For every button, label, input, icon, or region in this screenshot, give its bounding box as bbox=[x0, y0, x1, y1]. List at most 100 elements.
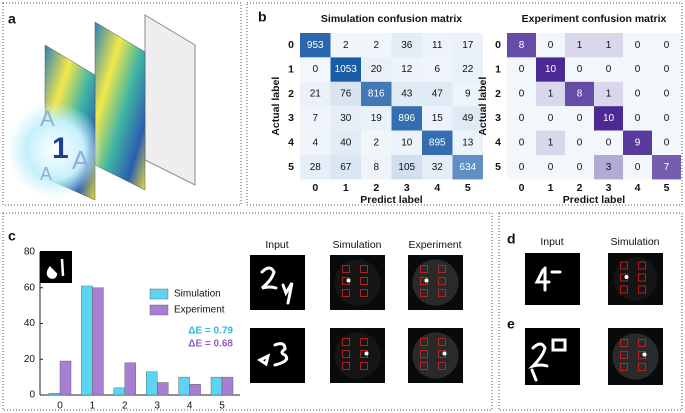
cell bbox=[300, 106, 331, 131]
cell-label: 0 bbox=[606, 64, 612, 75]
speckle bbox=[334, 259, 381, 306]
x-tick-label: 4 bbox=[187, 401, 193, 412]
phase-mask bbox=[94, 21, 146, 191]
cell-label: 0 bbox=[664, 40, 670, 51]
cell-label: 10 bbox=[401, 137, 413, 148]
spot bbox=[364, 351, 369, 356]
cell-label: 0 bbox=[577, 64, 583, 75]
cell-label: 15 bbox=[432, 113, 444, 124]
detector bbox=[638, 285, 646, 294]
cell bbox=[452, 155, 483, 180]
glyph: A bbox=[40, 164, 52, 184]
cell-label: 22 bbox=[462, 64, 474, 75]
cell bbox=[565, 106, 594, 131]
cell bbox=[452, 33, 483, 58]
cell bbox=[361, 130, 392, 155]
detector bbox=[620, 351, 628, 359]
cell-label: 49 bbox=[462, 113, 474, 124]
cell bbox=[623, 106, 652, 131]
cell bbox=[452, 130, 483, 155]
cell bbox=[565, 130, 594, 155]
screen bbox=[144, 14, 196, 186]
cell-label: 0 bbox=[577, 113, 583, 124]
panel-label: b bbox=[258, 9, 267, 25]
cell-label: 0 bbox=[635, 162, 641, 173]
x-tick-label: 1 bbox=[90, 401, 96, 412]
cell bbox=[623, 81, 652, 107]
cell-label: 7 bbox=[312, 113, 318, 124]
y-tick-label: 20 bbox=[24, 354, 36, 365]
cell bbox=[536, 130, 565, 155]
speckle bbox=[412, 332, 459, 379]
cell bbox=[361, 81, 392, 107]
cell-label: 2 bbox=[343, 40, 349, 51]
cell-label: 0 bbox=[577, 162, 583, 173]
cell bbox=[452, 81, 483, 107]
y-tick-label: 5 bbox=[288, 161, 294, 173]
detector bbox=[360, 362, 368, 370]
panel-label: a bbox=[8, 11, 16, 27]
x-tick-label: 0 bbox=[312, 182, 318, 194]
cell bbox=[391, 33, 422, 58]
cell bbox=[361, 33, 392, 58]
digit bbox=[528, 338, 567, 382]
cell-label: 634 bbox=[459, 162, 476, 173]
y-tick-label: 40 bbox=[24, 318, 36, 329]
x-tick-label: 2 bbox=[373, 182, 379, 194]
glyph: A bbox=[72, 145, 90, 175]
detector bbox=[360, 338, 368, 346]
cell bbox=[361, 57, 392, 82]
cell-label: 0 bbox=[664, 113, 670, 124]
y-tick-label: 2 bbox=[288, 88, 294, 100]
x-tick-label: 2 bbox=[577, 182, 583, 194]
detector bbox=[420, 338, 428, 346]
cell-label: 36 bbox=[401, 40, 413, 51]
detector bbox=[620, 261, 628, 270]
chart-title: Experiment confusion matrix bbox=[522, 13, 667, 25]
cell bbox=[507, 130, 536, 155]
cell-label: 0 bbox=[664, 137, 670, 148]
x-axis-label: Predict label bbox=[563, 194, 626, 206]
illustration: A 1 A A bbox=[7, 14, 196, 201]
panel-label: c bbox=[8, 228, 16, 244]
column-header: Experiment bbox=[408, 239, 461, 251]
bar bbox=[145, 371, 158, 396]
bar bbox=[210, 376, 223, 396]
cell bbox=[623, 155, 652, 180]
detector bbox=[342, 362, 350, 370]
inset-digit bbox=[46, 258, 65, 279]
cell bbox=[623, 57, 652, 82]
detector bbox=[420, 350, 428, 358]
cell-label: 20 bbox=[371, 64, 383, 75]
x-tick-label: 5 bbox=[664, 182, 670, 194]
cell-label: 8 bbox=[519, 40, 525, 51]
cell bbox=[330, 33, 361, 58]
cell-label: 7 bbox=[664, 162, 670, 173]
cell bbox=[565, 57, 594, 82]
bar bbox=[124, 362, 137, 396]
annotation: ΔE = 0.79 bbox=[188, 326, 233, 337]
spot bbox=[442, 351, 447, 356]
column-header: Input bbox=[265, 239, 288, 251]
cell-label: 32 bbox=[432, 162, 444, 173]
cell-label: 0 bbox=[312, 64, 318, 75]
cell bbox=[422, 130, 453, 155]
cell-label: 0 bbox=[519, 137, 525, 148]
cell-label: 10 bbox=[603, 113, 615, 124]
cell bbox=[623, 130, 652, 155]
cell bbox=[452, 57, 483, 82]
cell bbox=[361, 155, 392, 180]
cell-label: 40 bbox=[340, 137, 352, 148]
detector bbox=[360, 289, 368, 297]
speckle bbox=[412, 259, 459, 306]
legend-swatch bbox=[149, 288, 169, 300]
bar bbox=[81, 285, 93, 396]
cell-label: 0 bbox=[664, 89, 670, 100]
glyph: A bbox=[40, 106, 55, 131]
cell-label: 1 bbox=[548, 137, 554, 148]
cell bbox=[594, 130, 623, 155]
cell-label: 13 bbox=[462, 137, 474, 148]
cell bbox=[507, 57, 536, 82]
detector bbox=[638, 363, 646, 371]
cell-label: 76 bbox=[340, 89, 352, 100]
